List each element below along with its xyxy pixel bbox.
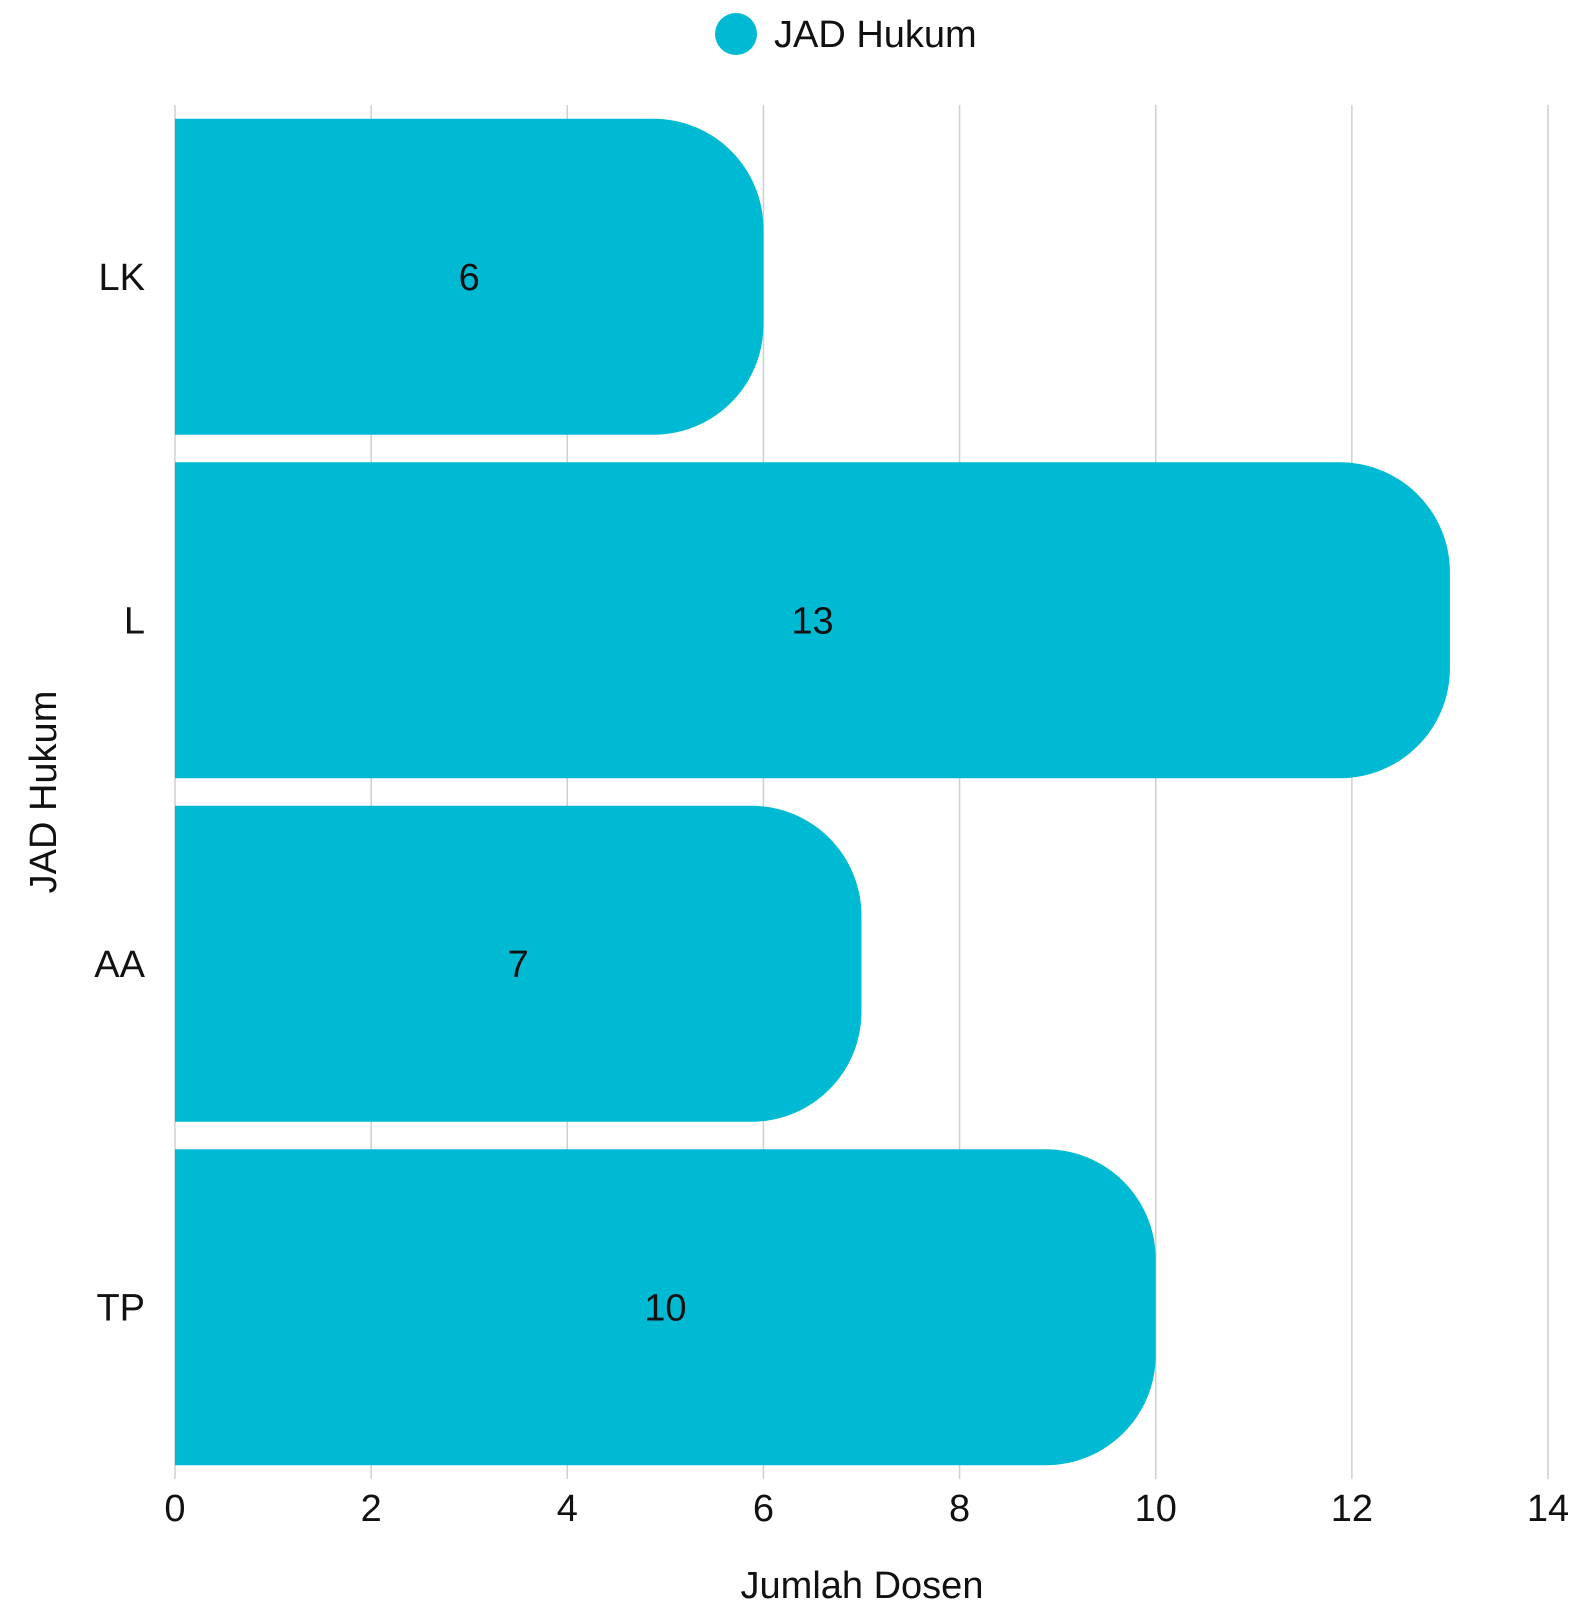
bar-lk	[175, 118, 764, 435]
x-axis-ticks: 0 2 4 6 8 10 12 14	[164, 1488, 1569, 1530]
bars	[175, 118, 1450, 1466]
data-label-tp: 10	[644, 1287, 686, 1329]
legend: JAD Hukum	[715, 13, 977, 56]
x-tick-label-10: 10	[1135, 1488, 1177, 1530]
x-tick-label-2: 2	[361, 1488, 382, 1530]
x-tick-label-8: 8	[949, 1488, 970, 1530]
x-tick-label-12: 12	[1331, 1488, 1373, 1530]
bar-tp	[175, 1149, 1156, 1466]
x-tick-label-6: 6	[753, 1488, 774, 1530]
x-tick-label-4: 4	[557, 1488, 578, 1530]
bar-l	[175, 462, 1450, 779]
x-tick-label-14: 14	[1527, 1488, 1569, 1530]
x-axis-title: Jumlah Dosen	[741, 1565, 984, 1607]
data-label-lk: 6	[459, 257, 480, 299]
legend-swatch-jad-hukum	[715, 13, 757, 55]
y-axis-title: JAD Hukum	[23, 691, 65, 894]
y-category-label-aa: AA	[94, 944, 145, 986]
y-category-label-l: L	[124, 600, 145, 642]
data-label-aa: 7	[508, 944, 529, 986]
bar-aa	[175, 805, 862, 1122]
y-category-label-lk: LK	[99, 257, 145, 299]
x-tick-label-0: 0	[164, 1488, 185, 1530]
data-label-l: 13	[791, 600, 833, 642]
y-category-label-tp: TP	[96, 1287, 145, 1329]
legend-label-jad-hukum: JAD Hukum	[774, 14, 977, 56]
data-labels: 6 13 7 10	[459, 257, 834, 1330]
y-axis-categories: LK L AA TP	[94, 257, 145, 1330]
